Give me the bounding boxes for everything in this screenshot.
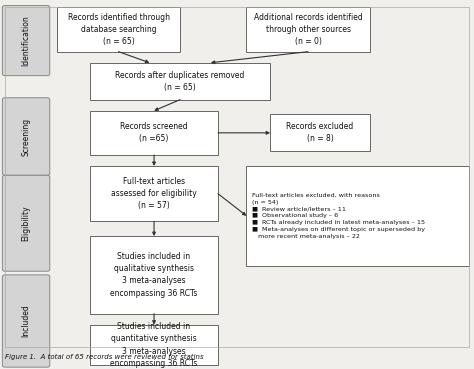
Text: Studies included in
quantitative synthesis
3 meta-analyses
encompassing 36 RCTs: Studies included in quantitative synthes… xyxy=(110,322,198,368)
FancyBboxPatch shape xyxy=(90,325,218,365)
Text: Additional records identified
through other sources
(n = 0): Additional records identified through ot… xyxy=(254,13,363,46)
Text: Screening: Screening xyxy=(22,117,30,156)
FancyBboxPatch shape xyxy=(246,7,370,52)
FancyBboxPatch shape xyxy=(2,6,50,76)
FancyBboxPatch shape xyxy=(90,236,218,314)
Text: Included: Included xyxy=(22,305,30,337)
FancyBboxPatch shape xyxy=(90,166,218,221)
Text: Studies included in
qualitative synthesis
3 meta-analyses
encompassing 36 RCTs: Studies included in qualitative synthesi… xyxy=(110,252,198,298)
FancyBboxPatch shape xyxy=(270,114,370,151)
FancyBboxPatch shape xyxy=(2,275,50,367)
Text: Figure 1.  A total of 65 records were reviewed for statins: Figure 1. A total of 65 records were rev… xyxy=(5,354,203,361)
FancyBboxPatch shape xyxy=(2,98,50,175)
FancyBboxPatch shape xyxy=(90,111,218,155)
FancyBboxPatch shape xyxy=(2,175,50,271)
FancyBboxPatch shape xyxy=(57,7,180,52)
Text: Full-text articles excluded, with reasons
(n = 54)
■  Review article/letters – 1: Full-text articles excluded, with reason… xyxy=(252,193,425,239)
FancyBboxPatch shape xyxy=(246,166,469,266)
Text: Eligibility: Eligibility xyxy=(22,206,30,241)
Text: Identification: Identification xyxy=(22,15,30,66)
Text: Records screened
(n =65): Records screened (n =65) xyxy=(120,122,188,144)
Text: Records identified through
database searching
(n = 65): Records identified through database sear… xyxy=(67,13,170,46)
Text: Records after duplicates removed
(n = 65): Records after duplicates removed (n = 65… xyxy=(116,70,245,92)
Text: Full-text articles
assessed for eligibility
(n = 57): Full-text articles assessed for eligibil… xyxy=(111,177,197,210)
FancyBboxPatch shape xyxy=(90,63,270,100)
Text: Records excluded
(n = 8): Records excluded (n = 8) xyxy=(286,122,354,144)
